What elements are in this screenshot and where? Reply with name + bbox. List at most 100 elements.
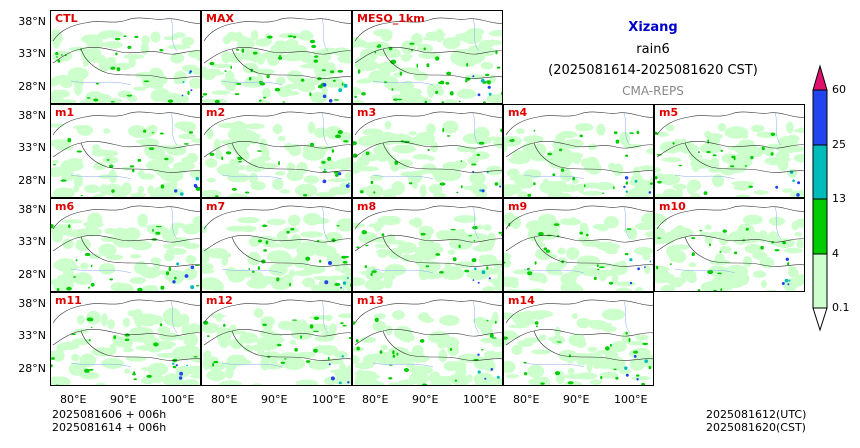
light-rain-patch (202, 277, 222, 291)
light-rain-patch (146, 159, 169, 172)
light-rain-patch (211, 90, 231, 95)
light-rain-patch (122, 227, 141, 241)
moderate-rain-speck (533, 182, 536, 186)
light-rain-patch (742, 214, 764, 225)
moderate-rain-speck (657, 237, 662, 239)
light-rain-patch (272, 123, 283, 135)
light-rain-patch (504, 276, 511, 283)
light-rain-patch (725, 264, 749, 278)
moderate-rain-speck (706, 151, 711, 153)
light-rain-patch (450, 51, 468, 65)
light-rain-patch (373, 222, 382, 232)
moderate-rain-speck (435, 90, 439, 95)
heavy-rain-dot (338, 172, 342, 176)
moderate-rain-speck (374, 317, 379, 322)
light-rain-patch (279, 189, 291, 194)
light-rain-patch (238, 164, 246, 171)
moderate-rain-speck (782, 241, 786, 245)
moderate-rain-speck (132, 168, 135, 173)
light-rain-patch (357, 166, 380, 172)
light-rain-patch (479, 267, 502, 275)
light-rain-patch (542, 178, 549, 187)
rainfall-map (353, 111, 502, 197)
moderate-rain-speck (609, 343, 612, 347)
init-time-line1: 2025081606 + 006h (52, 408, 167, 421)
light-rain-patch (173, 32, 186, 38)
moderate-rain-speck (251, 270, 255, 273)
moderate-rain-speck (534, 321, 539, 325)
light-rain-patch (433, 192, 447, 197)
light-rain-patch (412, 345, 424, 356)
light-rain-patch (262, 363, 284, 370)
rainfall-map (51, 299, 200, 385)
light-rain-patch (665, 124, 675, 132)
moderate-rain-speck (392, 350, 395, 355)
moderate-rain-speck (337, 130, 343, 135)
light-rain-patch (157, 75, 168, 85)
moderate-rain-speck (691, 252, 695, 257)
light-rain-patch (173, 161, 196, 171)
moderate-rain-speck (748, 185, 753, 188)
map-panel-m12: m12 (201, 292, 352, 386)
light-rain-patch (576, 317, 591, 329)
moderate-rain-speck (761, 146, 765, 151)
moderate-rain-speck (168, 266, 172, 272)
light-rain-patch (385, 325, 393, 336)
moderate-rain-speck (357, 69, 361, 74)
moderate-rain-speck (165, 271, 170, 276)
light-rain-patch (181, 36, 195, 46)
moderate-rain-speck (89, 368, 94, 371)
light-rain-patch (557, 247, 566, 255)
light-rain-patch (51, 376, 71, 385)
moderate-rain-speck (263, 96, 267, 99)
moderate-rain-speck (353, 141, 357, 146)
light-rain-patch (551, 180, 567, 189)
light-rain-patch (202, 225, 208, 234)
light-rain-patch (251, 344, 267, 352)
light-rain-patch (98, 243, 117, 257)
heavy-rain-dot (346, 277, 349, 279)
light-rain-patch (80, 262, 89, 270)
heavy-rain-dot (796, 193, 800, 197)
light-rain-patch (145, 125, 157, 136)
moderate-rain-speck (155, 231, 161, 235)
moderate-rain-speck (183, 143, 189, 145)
light-rain-patch (504, 312, 515, 320)
light-rain-patch (724, 126, 749, 139)
moderate-rain-speck (305, 360, 311, 363)
colorbar-segment-0.1-4 (812, 253, 828, 309)
light-rain-patch (587, 346, 598, 352)
light-rain-patch (417, 312, 430, 322)
light-rain-patch (93, 194, 103, 197)
panel-label: m14 (508, 294, 535, 307)
light-rain-patch (569, 217, 577, 226)
light-rain-patch (631, 375, 651, 381)
light-rain-patch (398, 379, 416, 385)
light-rain-patch (794, 218, 804, 228)
moderate-rain-speck (552, 173, 556, 176)
light-rain-patch (336, 218, 351, 232)
light-rain-patch (409, 365, 433, 375)
light-rain-patch (517, 191, 529, 197)
moderate-rain-speck (114, 37, 121, 41)
light-rain-patch (645, 179, 653, 188)
moderate-rain-speck (151, 132, 155, 134)
heavy-rain-dot (194, 185, 198, 189)
heavy-rain-dot (343, 83, 348, 88)
moderate-rain-speck (342, 324, 347, 327)
moderate-rain-speck (567, 381, 574, 385)
heavy-rain-dot (186, 364, 189, 367)
moderate-rain-speck (584, 184, 586, 188)
light-rain-patch (163, 243, 175, 249)
moderate-rain-speck (266, 35, 273, 39)
light-rain-patch (353, 222, 365, 229)
light-rain-patch (387, 382, 402, 385)
light-rain-patch (442, 120, 459, 134)
moderate-rain-speck (556, 341, 562, 343)
moderate-rain-speck (261, 259, 266, 264)
latitude-tick-label: 38°N (18, 203, 46, 216)
light-rain-patch (504, 334, 521, 339)
light-rain-patch (575, 372, 598, 380)
light-rain-patch (367, 353, 385, 358)
moderate-rain-speck (600, 376, 603, 380)
